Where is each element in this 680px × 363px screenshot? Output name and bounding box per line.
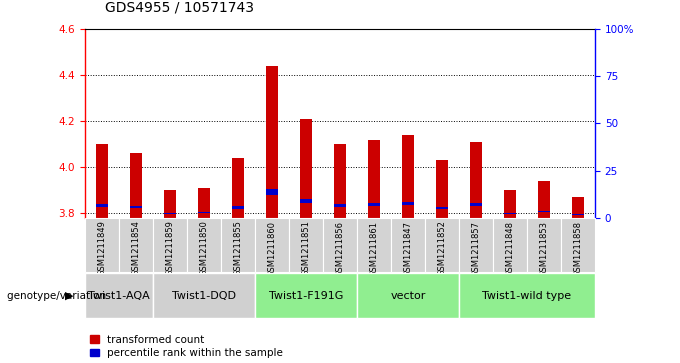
Bar bbox=[572, 214, 584, 215]
Bar bbox=[255, 273, 357, 318]
Bar bbox=[232, 207, 244, 209]
Bar bbox=[187, 218, 221, 272]
Text: GSM1211859: GSM1211859 bbox=[165, 220, 175, 276]
Bar bbox=[334, 144, 346, 218]
Bar bbox=[436, 160, 448, 218]
Bar bbox=[538, 181, 550, 218]
Text: GDS4955 / 10571743: GDS4955 / 10571743 bbox=[105, 0, 254, 15]
Text: Twist1-wild type: Twist1-wild type bbox=[482, 291, 572, 301]
Bar bbox=[198, 212, 210, 213]
Bar bbox=[504, 213, 516, 214]
Bar bbox=[357, 273, 459, 318]
Bar bbox=[232, 158, 244, 218]
Bar bbox=[470, 203, 482, 207]
Text: ▶: ▶ bbox=[65, 291, 73, 301]
Text: GSM1211854: GSM1211854 bbox=[131, 220, 141, 276]
Bar bbox=[221, 218, 255, 272]
Bar bbox=[436, 207, 448, 209]
Bar bbox=[334, 204, 346, 207]
Bar bbox=[459, 273, 595, 318]
Bar bbox=[164, 213, 176, 214]
Text: GSM1211855: GSM1211855 bbox=[233, 220, 243, 276]
Text: GSM1211860: GSM1211860 bbox=[267, 220, 277, 277]
Bar bbox=[561, 218, 595, 272]
Bar bbox=[504, 190, 516, 218]
Bar bbox=[368, 203, 380, 206]
Bar bbox=[255, 218, 289, 272]
Bar bbox=[323, 218, 357, 272]
Text: Twist1-DQD: Twist1-DQD bbox=[172, 291, 236, 301]
Bar bbox=[153, 218, 187, 272]
Text: GSM1211847: GSM1211847 bbox=[403, 220, 413, 277]
Bar bbox=[300, 199, 312, 203]
Bar bbox=[164, 190, 176, 218]
Text: GSM1211848: GSM1211848 bbox=[505, 220, 515, 277]
Bar bbox=[266, 189, 278, 195]
Bar bbox=[391, 218, 425, 272]
Bar bbox=[289, 218, 323, 272]
Text: Twist1-F191G: Twist1-F191G bbox=[269, 291, 343, 301]
Bar bbox=[572, 197, 584, 218]
Text: vector: vector bbox=[390, 291, 426, 301]
Bar bbox=[493, 218, 527, 272]
Bar bbox=[130, 153, 142, 218]
Bar bbox=[130, 205, 142, 208]
Text: GSM1211853: GSM1211853 bbox=[539, 220, 549, 277]
Bar bbox=[402, 135, 414, 218]
Bar bbox=[198, 188, 210, 218]
Bar bbox=[300, 119, 312, 218]
Text: GSM1211851: GSM1211851 bbox=[301, 220, 311, 276]
Bar bbox=[368, 139, 380, 218]
Text: GSM1211852: GSM1211852 bbox=[437, 220, 447, 276]
Bar bbox=[357, 218, 391, 272]
Text: GSM1211858: GSM1211858 bbox=[573, 220, 583, 277]
Text: GSM1211857: GSM1211857 bbox=[471, 220, 481, 277]
Bar bbox=[119, 218, 153, 272]
Text: GSM1211861: GSM1211861 bbox=[369, 220, 379, 277]
Bar bbox=[459, 218, 493, 272]
Legend: transformed count, percentile rank within the sample: transformed count, percentile rank withi… bbox=[90, 335, 283, 358]
Text: GSM1211849: GSM1211849 bbox=[97, 220, 107, 276]
Bar bbox=[425, 218, 459, 272]
Bar bbox=[538, 211, 550, 212]
Bar bbox=[96, 144, 108, 218]
Bar bbox=[470, 142, 482, 218]
Bar bbox=[85, 273, 153, 318]
Bar bbox=[85, 218, 119, 272]
Bar bbox=[527, 218, 561, 272]
Text: GSM1211856: GSM1211856 bbox=[335, 220, 345, 277]
Bar bbox=[153, 273, 255, 318]
Text: Twist1-AQA: Twist1-AQA bbox=[88, 291, 150, 301]
Bar bbox=[266, 66, 278, 218]
Text: genotype/variation: genotype/variation bbox=[7, 291, 109, 301]
Text: GSM1211850: GSM1211850 bbox=[199, 220, 209, 276]
Bar bbox=[96, 204, 108, 207]
Bar bbox=[402, 202, 414, 205]
